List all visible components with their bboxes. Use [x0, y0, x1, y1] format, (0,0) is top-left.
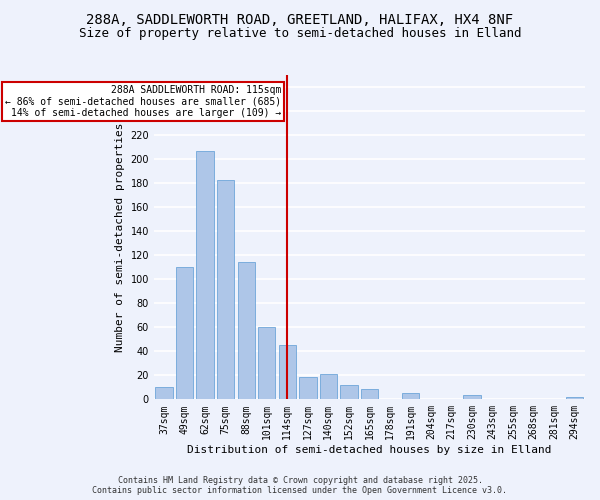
Bar [361, 388, 378, 400]
Bar [566, 397, 583, 400]
Bar [299, 376, 317, 400]
Bar [340, 385, 358, 400]
Bar [463, 394, 481, 400]
Text: Contains HM Land Registry data © Crown copyright and database right 2025.
Contai: Contains HM Land Registry data © Crown c… [92, 476, 508, 495]
Bar [258, 328, 275, 400]
Text: 288A, SADDLEWORTH ROAD, GREETLAND, HALIFAX, HX4 8NF: 288A, SADDLEWORTH ROAD, GREETLAND, HALIF… [86, 12, 514, 26]
Bar [196, 150, 214, 400]
Bar [217, 180, 235, 400]
Bar [238, 262, 255, 400]
Text: 288A SADDLEWORTH ROAD: 115sqm
← 86% of semi-detached houses are smaller (685)
14: 288A SADDLEWORTH ROAD: 115sqm ← 86% of s… [5, 84, 281, 118]
Bar [278, 346, 296, 400]
Bar [155, 388, 173, 400]
Bar [176, 267, 193, 400]
Y-axis label: Number of semi-detached properties: Number of semi-detached properties [115, 122, 125, 352]
X-axis label: Distribution of semi-detached houses by size in Elland: Distribution of semi-detached houses by … [187, 445, 551, 455]
Bar [320, 374, 337, 400]
Bar [402, 394, 419, 400]
Text: Size of property relative to semi-detached houses in Elland: Size of property relative to semi-detach… [79, 28, 521, 40]
